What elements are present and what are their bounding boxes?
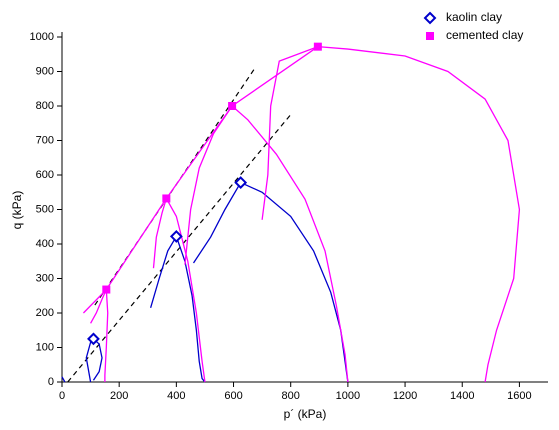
point — [234, 176, 248, 190]
y-tick-label: 400 — [36, 238, 54, 250]
x-tick-label: 800 — [282, 390, 300, 402]
y-tick-label: 300 — [36, 272, 54, 284]
x-tick-label: 600 — [224, 390, 242, 402]
point — [169, 229, 183, 243]
x-tick-label: 1000 — [336, 390, 360, 402]
x-tick-label: 1600 — [507, 390, 531, 402]
stress-path — [261, 46, 521, 383]
stress-path — [61, 376, 66, 383]
stress-path — [192, 181, 349, 383]
y-tick-label: 600 — [36, 169, 54, 181]
y-tick-label: 1000 — [30, 31, 54, 43]
stress-path — [82, 46, 319, 314]
y-axis-label: q (kPa) — [10, 191, 24, 230]
point — [162, 194, 171, 203]
y-tick-label: 100 — [36, 341, 54, 353]
legend-marker — [426, 32, 434, 40]
legend-label: kaolin clay — [446, 10, 502, 24]
y-tick-label: 0 — [48, 376, 54, 388]
stress-path — [90, 289, 109, 382]
point — [102, 285, 111, 294]
legend-marker — [423, 11, 437, 25]
y-tick-label: 800 — [36, 100, 54, 112]
point — [228, 102, 237, 110]
stress-path — [184, 105, 349, 383]
y-tick-label: 500 — [36, 203, 54, 215]
x-tick-label: 400 — [167, 390, 185, 402]
legend-label: cemented clay — [446, 28, 523, 42]
x-tick-label: 200 — [110, 390, 128, 402]
x-tick-label: 1200 — [393, 390, 417, 402]
x-tick-label: 1400 — [450, 390, 474, 402]
x-axis-label: p´ (kPa) — [284, 407, 327, 421]
point — [87, 332, 100, 346]
y-tick-label: 200 — [36, 307, 54, 319]
y-tick-label: 900 — [36, 65, 54, 77]
stress-path — [149, 234, 206, 383]
y-tick-label: 700 — [36, 134, 54, 146]
x-tick-label: 0 — [59, 390, 65, 402]
stress-path — [152, 196, 206, 383]
stress-path — [85, 337, 103, 383]
dashed-line — [67, 114, 292, 383]
point — [313, 42, 322, 51]
